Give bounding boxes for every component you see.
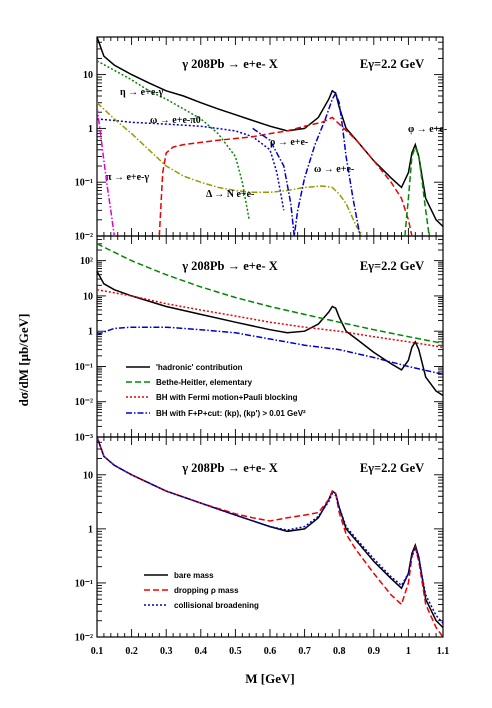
legend3-item-1: bare mass [174,571,214,580]
panel2-energy: Eγ=2.2 GeV [360,259,424,273]
ann-pi: π → e+e-γ [106,172,149,183]
series-line [97,288,443,349]
ann-omega: ω → e+e- [314,164,354,175]
ann-phi: φ → e+e- [408,124,447,135]
series-line [252,91,361,236]
panel3-reaction: γ 208Pb → e+e- X [181,461,278,475]
x-tick-label: 0.7 [298,646,311,657]
panel3-energy: Eγ=2.2 GeV [360,461,424,475]
axes-layer: 10⁻²10⁻¹11010⁻³10⁻²10⁻¹11010²10⁻²10⁻¹110… [75,36,450,657]
ann-delta: Δ → N e+e- [206,189,254,200]
series-line [158,116,413,236]
curves-layer [97,37,443,637]
x-tick-label: 0.3 [160,646,173,657]
y-tick-label: 10⁻¹ [75,578,93,589]
ann-omega-dalitz: ω → e+e-π0 [150,115,201,126]
y-tick-label: 10⁻² [75,232,93,243]
y-tick-label: 10⁻¹ [75,362,93,373]
y-tick-label: 10 [83,291,93,302]
y-tick-label: 1 [88,524,93,535]
x-axis-label: M [GeV] [245,671,294,686]
legend2-item-3: BH with Fermi motion+Pauli blocking [156,393,298,402]
y-tick-label: 10⁻² [75,397,93,408]
text-layer: dσ/dM [μb/GeV] M [GeV] γ 208Pb → e+e- X … [16,57,447,686]
x-tick-label: 1 [406,646,411,657]
x-tick-label: 0.9 [368,646,381,657]
series-line [97,118,285,211]
x-tick-label: 0.8 [333,646,346,657]
ann-rho: ρ → e+e- [270,137,308,148]
series-line [97,37,443,228]
y-axis-label: dσ/dM [μb/GeV] [16,314,31,407]
legend2-item-2: Bethe-Heitler, elementary [156,378,253,387]
y-tick-label: 10² [80,256,93,267]
legend2-item-1: 'hadronic' contribution [156,363,243,372]
y-tick-label: 1 [88,327,93,338]
panel1-reaction: γ 208Pb → e+e- X [181,57,278,71]
y-tick-label: 10⁻¹ [75,178,93,189]
series-line [97,102,365,236]
x-tick-label: 0.1 [91,646,104,657]
legend2-item-4: BH with F+P+cut: (kp), (kp') > 0.01 GeV² [156,409,306,418]
panel2-reaction: γ 208Pb → e+e- X [181,259,278,273]
series-line [404,144,430,236]
x-tick-label: 0.4 [195,646,208,657]
series-line [97,106,116,236]
series-line [97,437,443,624]
y-tick-label: 10⁻³ [75,433,93,444]
series-line [97,243,443,345]
panel1-energy: Eγ=2.2 GeV [360,57,424,71]
x-tick-label: 1.1 [437,646,450,657]
x-tick-label: 0.5 [229,646,242,657]
ann-eta: η → e+e-γ [120,87,164,98]
series-line [97,60,250,220]
y-tick-label: 10 [83,470,93,481]
legend3-item-3: collisional broadening [174,601,259,610]
y-tick-label: 10 [83,70,93,81]
series-line [97,270,443,397]
y-tick-label: 10⁻² [75,633,93,644]
x-tick-label: 0.6 [264,646,277,657]
series-line [97,437,443,637]
x-tick-label: 0.2 [125,646,138,657]
legend3-item-2: dropping ρ mass [174,586,239,595]
y-tick-label: 1 [88,124,93,135]
